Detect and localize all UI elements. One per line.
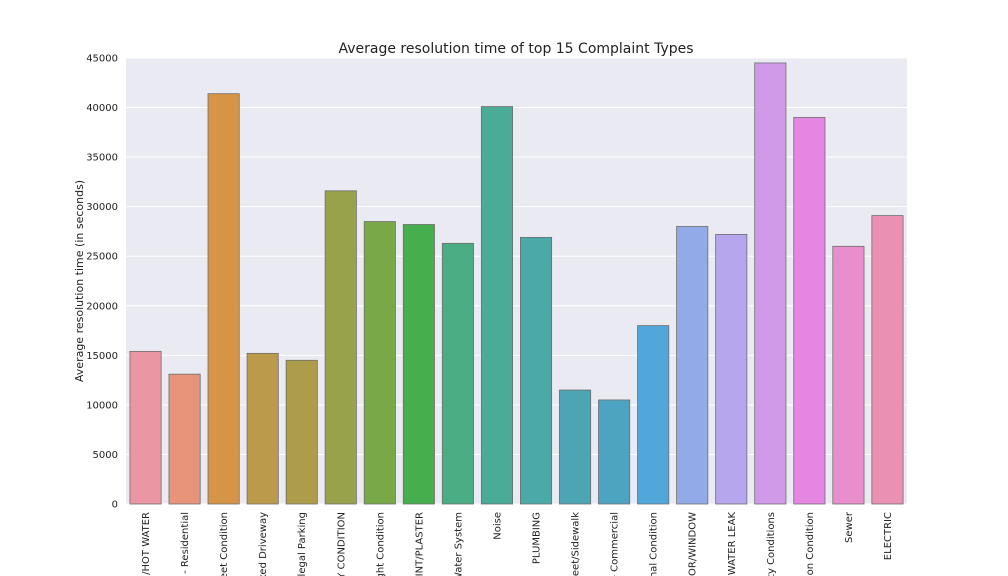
- y-tick-label: 15000: [86, 351, 118, 362]
- bar: [207, 93, 240, 505]
- bar: [480, 106, 513, 505]
- y-tick-label: 45000: [86, 54, 118, 65]
- bar: [793, 117, 826, 505]
- bar: [363, 221, 396, 505]
- x-tick-label: Water System: [453, 512, 464, 576]
- x-tick-label: OOR/WINDOW: [688, 512, 699, 576]
- bars: [129, 62, 904, 505]
- x-tick-label: Sewer: [844, 511, 855, 543]
- bar: [324, 190, 357, 505]
- x-tick-label: gnal Condition: [649, 512, 660, 576]
- bar: [754, 62, 787, 505]
- bar: [598, 399, 631, 505]
- y-tick-label: 35000: [86, 153, 118, 164]
- x-axis-ticks: /HOT WATER e - Residential treet Condition…: [141, 511, 894, 576]
- x-tick-label: INT/PLASTER: [414, 512, 425, 576]
- bar: [246, 352, 279, 505]
- y-tick-label: 20000: [86, 301, 118, 312]
- y-tick-label: 25000: [86, 252, 118, 263]
- bar: [715, 234, 748, 505]
- bar: [402, 224, 435, 505]
- bar: [676, 226, 709, 505]
- x-tick-label: ight Condition: [375, 512, 386, 576]
- x-tick-label: ation Condition: [805, 512, 816, 576]
- x-tick-label: PLUMBING: [532, 512, 543, 564]
- y-axis-label: Average resolution time (in seconds): [73, 180, 86, 382]
- bar: [832, 245, 865, 505]
- bar: [559, 389, 592, 505]
- x-tick-label: WATER LEAK: [727, 512, 738, 576]
- x-tick-label: treet Condition: [219, 512, 230, 576]
- x-tick-label: e - Residential: [180, 512, 191, 576]
- y-tick-label: 0: [112, 500, 118, 511]
- bar: [285, 359, 318, 505]
- y-axis-ticks: 0 5000 10000 15000 20000 25000 30000 35000 40000…: [86, 54, 118, 511]
- bar: [168, 373, 201, 505]
- chart-title: Average resolution time of top 15 Compla…: [338, 41, 693, 57]
- bar: [441, 242, 474, 505]
- x-tick-label: - Commercial: [610, 512, 621, 576]
- bar: [520, 236, 553, 505]
- x-tick-label: Illegal Parking: [297, 512, 308, 576]
- x-tick-label: irty Conditions: [766, 512, 777, 576]
- x-tick-label: Y CONDITION: [336, 512, 347, 576]
- y-tick-label: 40000: [86, 103, 118, 114]
- x-tick-label: ELECTRIC: [883, 512, 894, 560]
- y-tick-label: 5000: [93, 450, 118, 461]
- x-tick-label: cked Driveway: [258, 512, 269, 576]
- bar: [129, 350, 162, 505]
- bar: [637, 325, 670, 505]
- y-tick-label: 30000: [86, 202, 118, 213]
- x-tick-label: Noise: [492, 512, 503, 540]
- x-tick-label: treet/Sidewalk: [571, 512, 582, 576]
- plot-area: [126, 58, 907, 504]
- bar: [871, 215, 904, 505]
- x-tick-label: /HOT WATER: [141, 512, 152, 575]
- y-tick-label: 10000: [86, 400, 118, 411]
